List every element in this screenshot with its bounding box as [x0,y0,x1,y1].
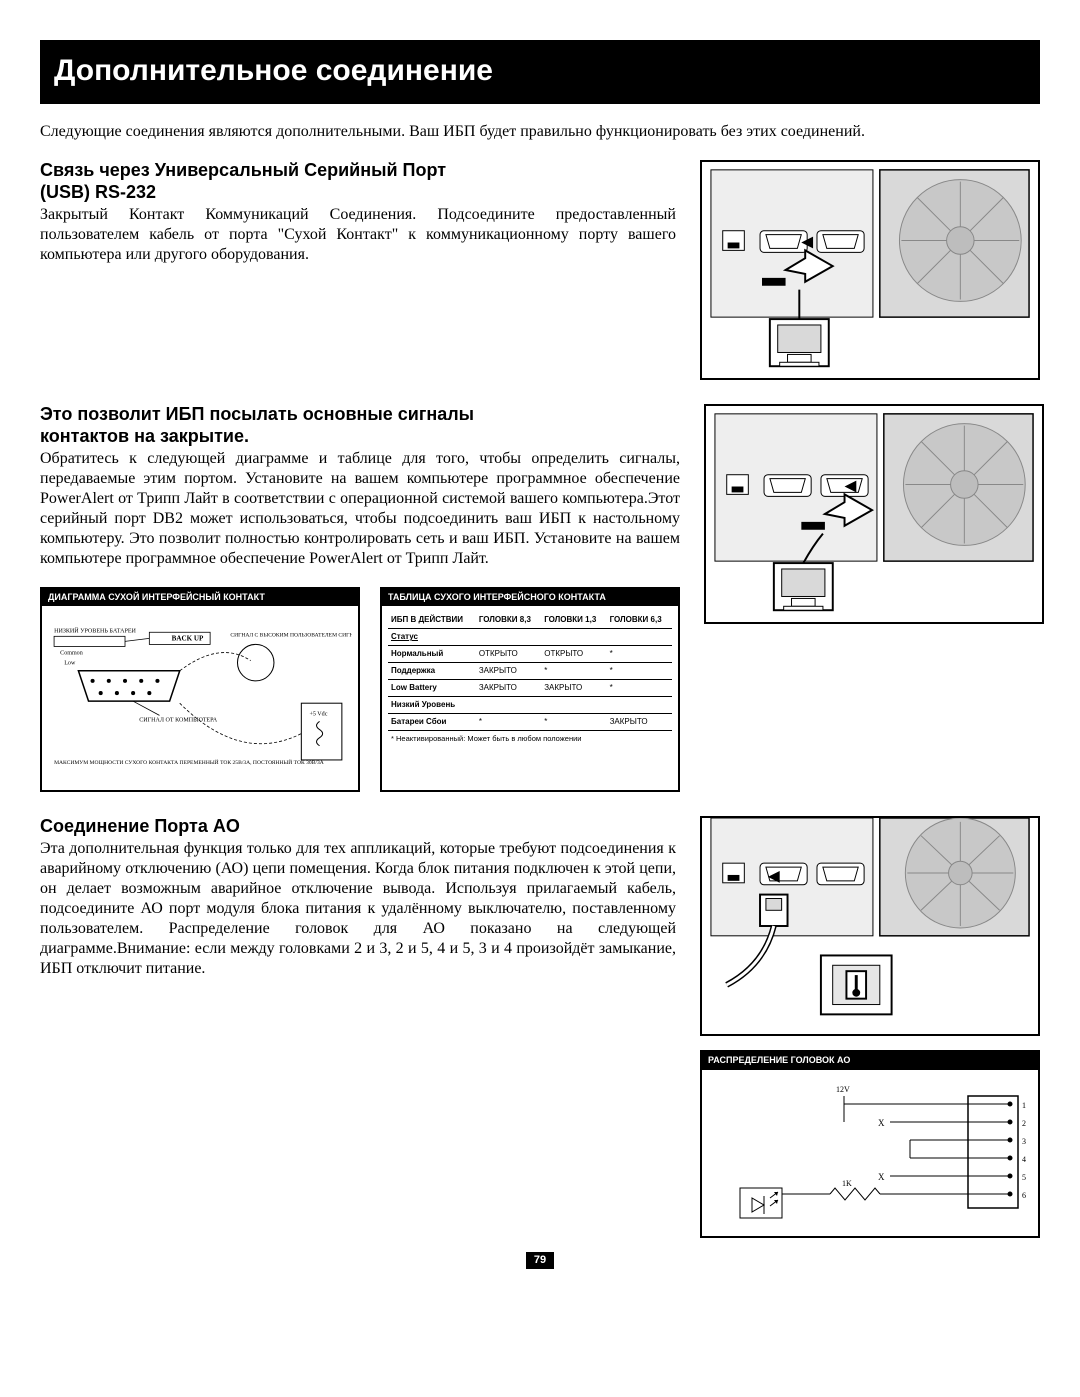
diagram-title: ДИАГРАММА СУХОЙ ИНТЕРФЕЙСНЫЙ КОНТАКТ [42,589,358,606]
section2-body: Обратитесь к следующей диаграмме и табли… [40,449,680,569]
th-status-top: ИБП В ДЕЙСТВИИ [388,612,476,629]
th-status: Статус [388,629,476,646]
table-row: Low Battery ЗАКРЫТО ЗАКРЫТО * [388,680,672,697]
pin-label-12v: 12V [836,1085,850,1094]
intro-text: Следующие соединения являются дополнител… [40,122,1040,142]
section1-body: Закрытый Контакт Коммуникаций Соединения… [40,205,676,265]
svg-text:6: 6 [1022,1191,1026,1200]
table-row: Низкий Уровень [388,697,672,714]
figure-rear-panel-1 [700,160,1040,380]
th-c3: ГОЛОВКИ 6,3 [607,612,672,629]
table-row: Поддержка ЗАКРЫТО * * [388,663,672,680]
section3-heading: Соединение Порта AO [40,816,676,837]
label-note-top: СИГНАЛ С ВЫСОКИМ ПОЛЬЗОВАТЕЛЕМ СИГНАЛОМ … [230,632,352,638]
svg-text:1: 1 [1022,1101,1026,1110]
label-rating: МАКСИМУМ МОЩНОСТИ СУХОГО КОНТАКТА ПЕРЕМЕ… [54,758,324,766]
pin-label-x2: X [878,1172,885,1182]
label-low: Low [64,661,76,667]
table-row: Батареи Сбои * * ЗАКРЫТО [388,714,672,731]
section1-heading-line1: Связь через Универсальный Серийный Порт [40,160,676,181]
table-footnote: * Неактивированный: Может быть в любом п… [388,731,672,747]
section1-heading-line2: (USB) RS-232 [40,182,676,203]
svg-text:3: 3 [1022,1137,1026,1146]
section-usb-rs232: Связь через Универсальный Серийный Порт … [40,160,1040,380]
page-number: 79 [526,1252,554,1270]
pin-diagram-title: РАСПРЕДЕЛЕНИЕ ГОЛОВОК АО [702,1052,1038,1069]
section-contacts: Это позволит ИБП посылать основные сигна… [40,404,1040,793]
section2-heading-line1: Это позволит ИБП посылать основные сигна… [40,404,680,425]
figure-rear-panel-3 [700,816,1040,1036]
label-common: Common [60,651,83,657]
dry-contact-diagram: ДИАГРАММА СУХОЙ ИНТЕРФЕЙСНЫЙ КОНТАКТ НИЗ… [40,587,360,793]
section3-body: Эта дополнительная функция только для те… [40,839,676,979]
svg-text:5: 5 [1022,1173,1026,1182]
label-note-bottom: СИГНАЛ ОТ КОМПЬЮТЕРА [139,718,218,724]
figure-rear-panel-2 [704,404,1044,624]
label-low-batt: НИЗКИЙ УРОВЕНЬ БАТАРЕИ [54,626,136,634]
label-voltage: +5 Vdc [309,711,327,717]
contact-table-title: ТАБЛИЦА СУХОГО ИНТЕРФЕЙСНОГО КОНТАКТА [382,589,678,606]
table-row: Нормальный ОТКРЫТО ОТКРЫТО * [388,646,672,663]
svg-text:2: 2 [1022,1119,1026,1128]
th-c2: ГОЛОВКИ 1,3 [541,612,606,629]
pin-label-1k: 1K [842,1179,852,1188]
ao-pin-diagram: РАСПРЕДЕЛЕНИЕ ГОЛОВОК АО 1 2 3 4 5 6 [700,1050,1040,1237]
section2-heading-line2: контактов на закрытие. [40,426,680,447]
label-backup: BACK UP [172,634,204,642]
dry-contact-table: ТАБЛИЦА СУХОГО ИНТЕРФЕЙСНОГО КОНТАКТА ИБ… [380,587,680,793]
th-c1: ГОЛОВКИ 8,3 [476,612,541,629]
section-ao-port: Соединение Порта AO Эта дополнительная ф… [40,816,1040,1237]
svg-text:4: 4 [1022,1155,1026,1164]
page-title: Дополнительное соединение [40,40,1040,104]
pin-label-x1: X [878,1118,885,1128]
